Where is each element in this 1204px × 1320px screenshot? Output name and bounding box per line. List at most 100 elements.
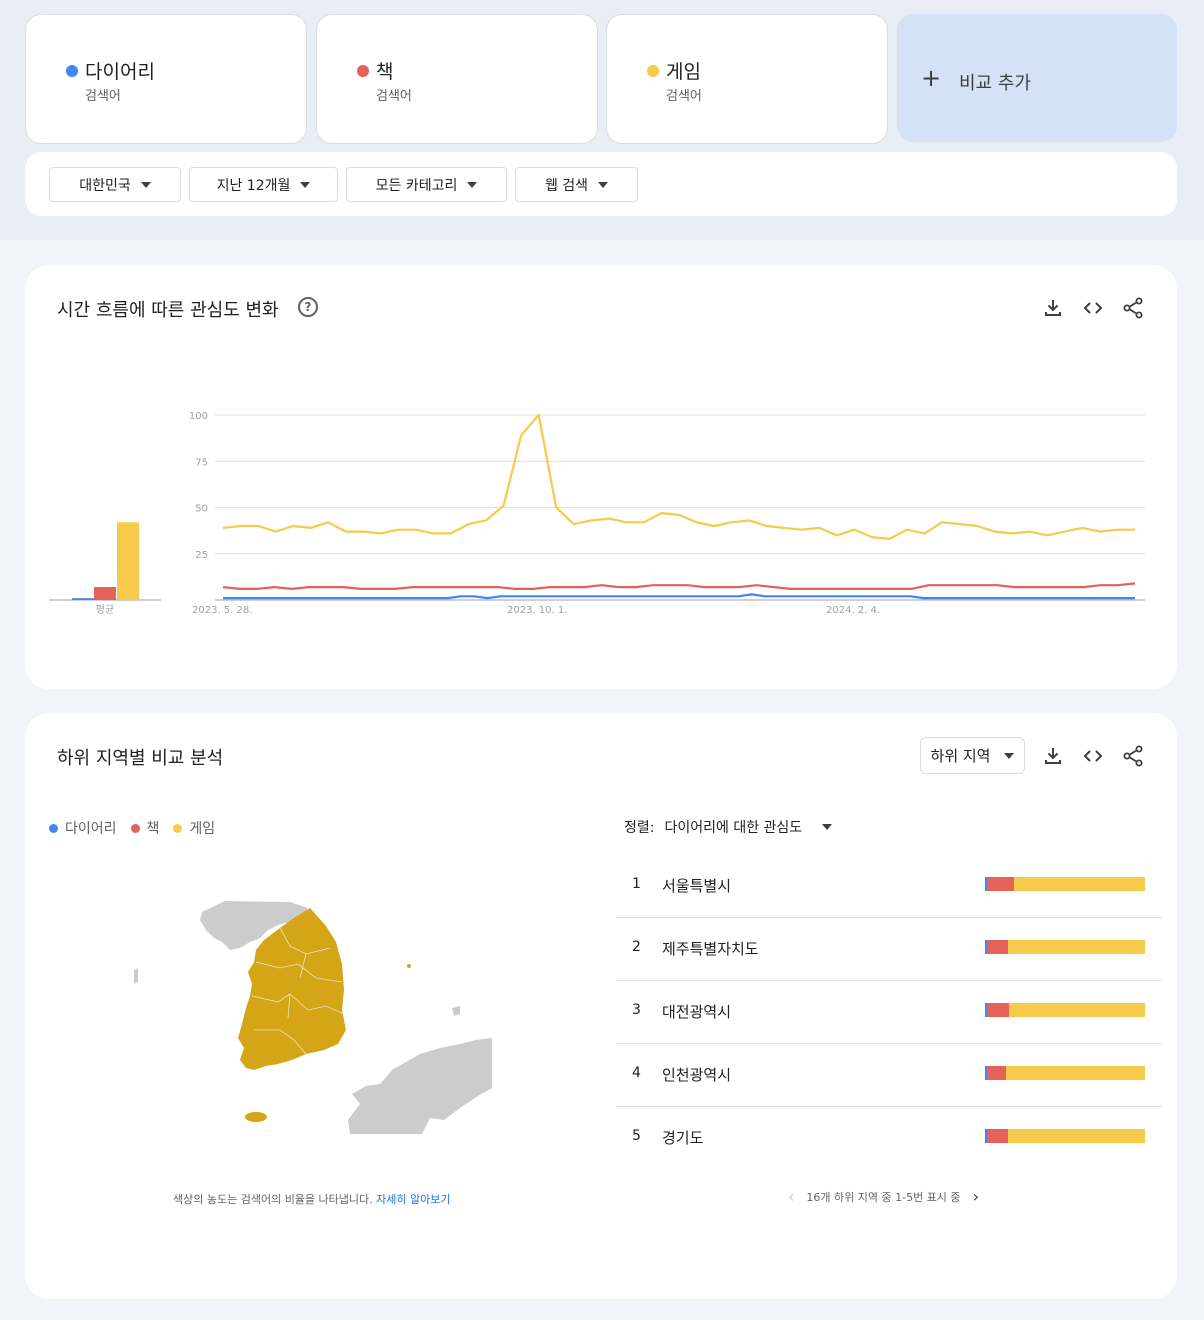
legend-item-diary: 다이어리	[49, 818, 117, 838]
share-segment	[1009, 1003, 1145, 1017]
term-card-game[interactable]: 게임 검색어	[606, 14, 888, 144]
caret-down-icon	[300, 181, 311, 188]
legend-label: 게임	[189, 821, 216, 837]
search-type-dropdown[interactable]: 웹 검색	[515, 167, 638, 202]
series-line	[223, 593, 1135, 600]
share-segment	[987, 877, 1015, 891]
resolution-value: 하위 지역	[930, 747, 991, 765]
panel-title: 시간 흐름에 따른 관심도 변화	[57, 300, 279, 321]
map-south-korea	[238, 908, 346, 1070]
average-label: 평균	[96, 604, 114, 616]
term-color-dot	[66, 65, 78, 77]
map-ulleungdo	[407, 964, 411, 968]
term-name: 게임	[666, 61, 701, 83]
pagination-text: 16개 하위 지역 중 1-5번 표시 중	[806, 1190, 961, 1204]
legend-label: 책	[146, 821, 160, 837]
region-row[interactable]: 5 경기도	[616, 1107, 1162, 1170]
region-name: 인천광역시	[662, 1066, 732, 1084]
caret-down-icon	[140, 181, 151, 188]
y-tick-label: 25	[195, 550, 208, 561]
plus-icon: +	[921, 64, 942, 92]
interest-over-time-panel: 시간 흐름에 따른 관심도 변화 ? 100 75 50 25 2023. 5. 28.…	[25, 265, 1177, 689]
region-share-bar	[985, 1129, 1145, 1143]
share-segment	[1006, 1066, 1145, 1080]
region-rank: 2	[632, 939, 641, 955]
sort-value: 다이어리에 대한 관심도	[664, 820, 803, 836]
embed-icon[interactable]	[1081, 296, 1105, 320]
panel-title: 하위 지역별 비교 분석	[57, 748, 224, 769]
share-segment	[1007, 1129, 1145, 1143]
region-rank: 1	[632, 876, 641, 892]
interest-line-chart: 100 75 50 25 2023. 5. 28. 2023. 10. 1. 2024. 2…	[49, 411, 1145, 616]
average-bar	[72, 598, 94, 600]
region-filter-dropdown[interactable]: 대한민국	[49, 167, 181, 202]
search-type-value: 웹 검색	[544, 177, 589, 194]
share-segment	[987, 1003, 1010, 1017]
korea-region-map	[134, 901, 492, 1134]
chevron-left-icon[interactable]: ‹	[788, 1187, 795, 1206]
map-neighbor-north	[200, 901, 308, 950]
filters-bar: 대한민국 지난 12개월 모든 카테고리 웹 검색	[25, 152, 1177, 216]
region-row[interactable]: 1 서울특별시	[616, 855, 1162, 918]
subregion-comparison-panel: 하위 지역별 비교 분석 하위 지역 다이어리 책 게임	[25, 713, 1177, 1299]
caret-down-icon	[822, 824, 833, 830]
term-type: 검색어	[85, 89, 121, 104]
region-row[interactable]: 2 제주특별자치도	[616, 918, 1162, 981]
map-note-text: 색상의 농도는 검색어의 비율을 나타냅니다.	[173, 1193, 373, 1206]
x-tick-label: 2023. 5. 28.	[192, 605, 252, 616]
share-segment	[985, 877, 987, 891]
region-name: 대전광역시	[662, 1003, 732, 1021]
caret-down-icon	[1004, 752, 1015, 759]
term-color-dot	[647, 65, 659, 77]
pagination: ‹ 16개 하위 지역 중 1-5번 표시 중 ›	[788, 1187, 979, 1206]
y-tick-label: 100	[189, 411, 208, 422]
x-tick-label: 2024. 2. 4.	[826, 605, 880, 616]
region-rank: 5	[632, 1128, 641, 1144]
legend-label: 다이어리	[65, 821, 117, 837]
share-segment	[987, 1066, 1007, 1080]
sort-control[interactable]: 정렬: 다이어리에 대한 관심도	[624, 817, 833, 837]
share-segment	[985, 940, 987, 954]
series-line	[222, 413, 1135, 540]
share-segment	[987, 1129, 1008, 1143]
add-comparison-button[interactable]: + 비교 추가	[897, 14, 1177, 142]
y-tick-label: 50	[195, 504, 208, 515]
term-card-book[interactable]: 책 검색어	[316, 14, 598, 144]
resolution-dropdown[interactable]: 하위 지역	[920, 737, 1025, 774]
period-filter-dropdown[interactable]: 지난 12개월	[189, 167, 338, 202]
region-share-bar	[985, 1066, 1145, 1080]
download-icon[interactable]	[1041, 296, 1065, 320]
help-icon[interactable]: ?	[298, 297, 318, 317]
embed-icon[interactable]	[1081, 744, 1105, 768]
series-line	[222, 582, 1136, 590]
term-type: 검색어	[666, 89, 702, 104]
term-card-diary[interactable]: 다이어리 검색어	[25, 14, 307, 144]
region-name: 서울특별시	[662, 877, 732, 895]
add-comparison-label: 비교 추가	[959, 73, 1031, 94]
map-neighbor-japan	[348, 1038, 492, 1134]
share-icon[interactable]	[1121, 744, 1145, 768]
share-segment	[985, 1003, 987, 1017]
region-share-bar	[985, 940, 1145, 954]
map-jeju	[245, 1112, 267, 1122]
category-filter-dropdown[interactable]: 모든 카테고리	[346, 167, 507, 202]
legend-dot	[173, 823, 183, 833]
caret-down-icon	[598, 181, 609, 188]
share-segment	[985, 1066, 987, 1080]
average-bar	[94, 587, 116, 600]
map-note: 색상의 농도는 검색어의 비율을 나타냅니다. 자세히 알아보기	[173, 1191, 451, 1207]
region-name: 제주특별자치도	[662, 940, 759, 958]
region-share-bar	[985, 1003, 1145, 1017]
map-region-borders	[251, 927, 345, 1055]
region-rank: 3	[632, 1002, 641, 1018]
term-type: 검색어	[376, 89, 412, 104]
download-icon[interactable]	[1041, 744, 1065, 768]
share-icon[interactable]	[1121, 296, 1145, 320]
share-segment	[987, 940, 1008, 954]
region-row[interactable]: 4 인천광역시	[616, 1044, 1162, 1107]
caret-down-icon	[467, 181, 478, 188]
legend-item-game: 게임	[173, 818, 215, 838]
region-row[interactable]: 3 대전광역시	[616, 981, 1162, 1044]
learn-more-link[interactable]: 자세히 알아보기	[376, 1193, 451, 1206]
chevron-right-icon[interactable]: ›	[972, 1187, 979, 1206]
